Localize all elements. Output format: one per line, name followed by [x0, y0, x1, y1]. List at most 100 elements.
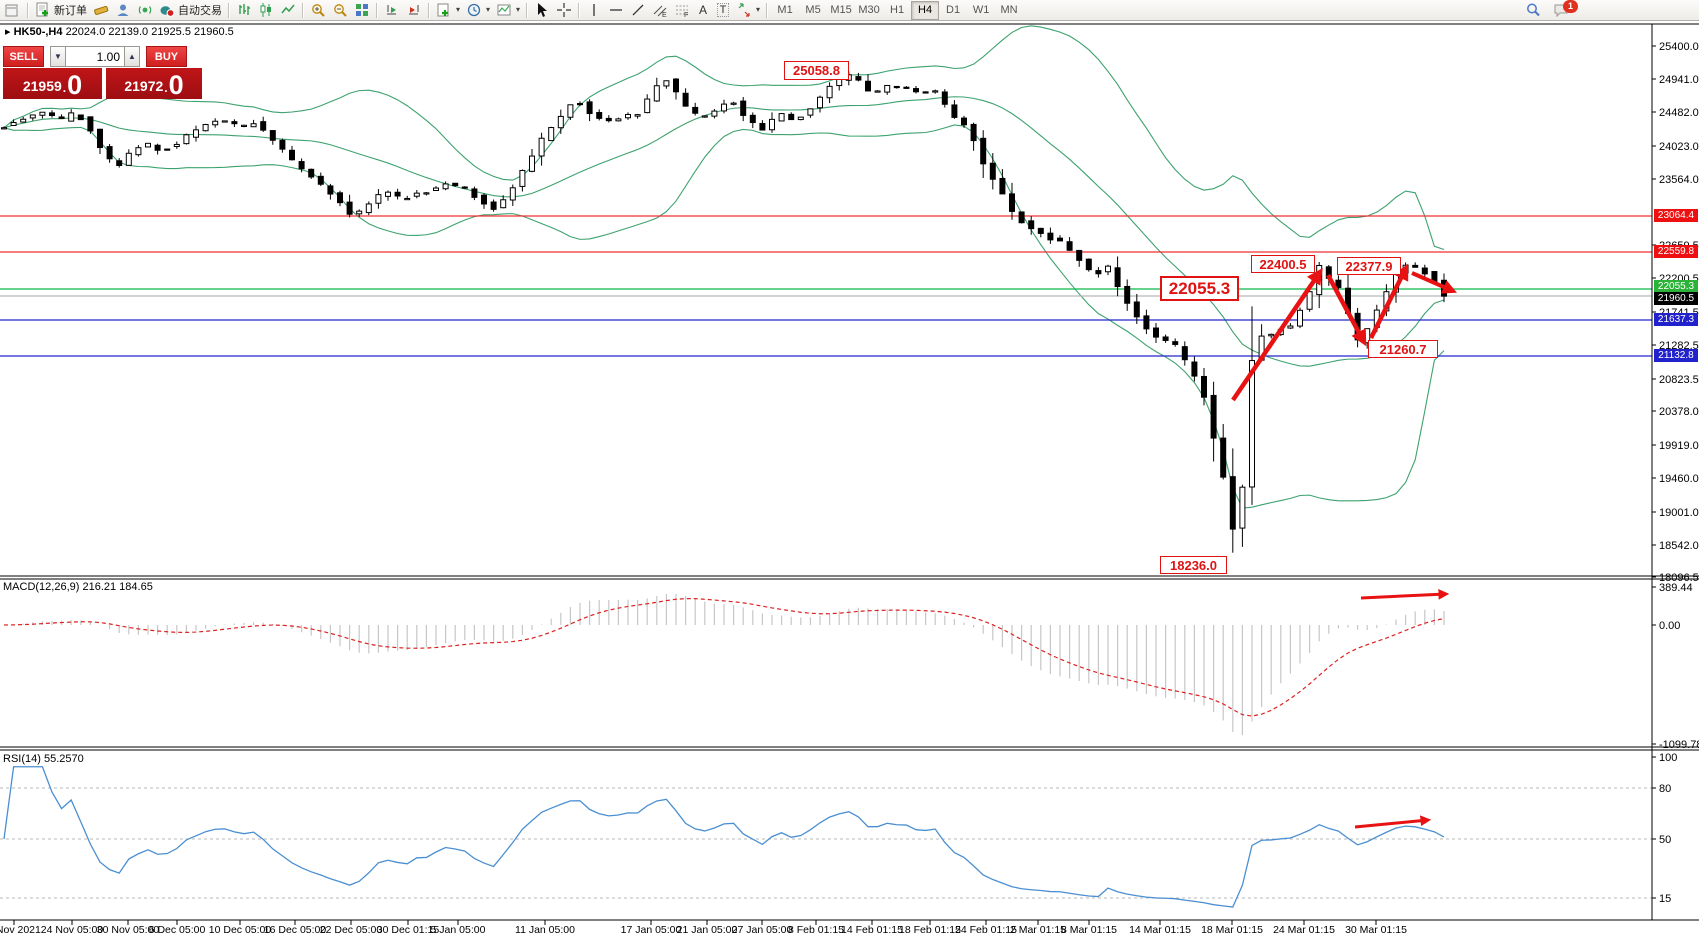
candles-layer: [1, 71, 1447, 553]
date-tick-label: 8 Feb 01:15: [788, 924, 844, 936]
volume-input[interactable]: 1.00: [66, 46, 124, 67]
price-annotation: 18236.0: [1160, 556, 1227, 574]
date-tick-label: 30 Nov 05:00: [97, 924, 160, 936]
tile-windows-icon: [356, 4, 368, 16]
chart-shift-button[interactable]: [403, 1, 425, 19]
toolbar-separator: [27, 2, 29, 18]
arrows-tool-button[interactable]: ▾: [733, 1, 763, 19]
date-tick-label: 14 Mar 01:15: [1129, 924, 1191, 936]
trendline-tool-button[interactable]: [627, 1, 649, 19]
macd-tick-label: 389.44: [1659, 582, 1693, 594]
price-tick-label: 24482.0: [1659, 107, 1699, 119]
crosshair-button[interactable]: [553, 1, 575, 19]
price-tick-label: 19919.0: [1659, 440, 1699, 452]
buy-price-dot: .: [164, 81, 168, 95]
buy-price-box[interactable]: 21972 . 0: [106, 68, 202, 99]
auto-trading-button[interactable]: 自动交易: [156, 1, 225, 19]
sell-price-box[interactable]: 21959 . 0: [3, 68, 102, 99]
text-tool-icon: A: [699, 3, 708, 17]
equidistant-channel-icon: E: [653, 5, 667, 18]
auto-trading-icon: [160, 6, 175, 17]
price-annotation: 22055.3: [1160, 276, 1239, 301]
buy-button[interactable]: BUY: [146, 46, 187, 67]
date-tick-label: 10 Dec 05:00: [209, 924, 272, 936]
cursor-button[interactable]: [531, 1, 553, 19]
date-tick-label: 24 Mar 01:15: [1273, 924, 1335, 936]
toolbar-separator: [228, 2, 230, 18]
zoom-in-icon: [312, 4, 325, 17]
new-order-button[interactable]: 新订单: [32, 1, 90, 19]
price-badge: 21960.5: [1654, 292, 1698, 305]
sell-button[interactable]: SELL: [3, 46, 44, 67]
date-tick-label: 22 Dec 05:00: [320, 924, 383, 936]
text-tool-button[interactable]: A: [693, 1, 713, 19]
search-button[interactable]: [1522, 1, 1544, 19]
price-badge: 22055.3: [1654, 280, 1698, 293]
line-chart-mode-button[interactable]: [277, 1, 299, 19]
fibonacci-icon: F: [676, 5, 688, 18]
bar-chart-mode-button[interactable]: [233, 1, 255, 19]
zoom-in-button[interactable]: [307, 1, 329, 19]
price-tick-label: 24023.0: [1659, 141, 1699, 153]
alerts-button[interactable]: [134, 1, 156, 19]
toolbar: 新订单 自动交易 ▾ ▾: [0, 0, 1699, 21]
horizontal-lines: [0, 215, 1652, 357]
rsi-panel-layer: [0, 766, 1652, 908]
crosshair-icon: [557, 3, 572, 17]
fibonacci-tool-button[interactable]: F: [671, 1, 693, 19]
clock-icon: [467, 3, 481, 17]
sell-price-frac: 0: [67, 70, 83, 100]
vertical-line-icon: [593, 4, 595, 16]
timeframe-button-h1[interactable]: H1: [890, 3, 905, 16]
date-tick-label: 27 Jan 05:00: [732, 924, 793, 936]
chat-button[interactable]: 1: [1550, 0, 1578, 19]
dropdown-caret-icon: ▾: [486, 5, 491, 14]
timeframe-button-mn[interactable]: MN: [1000, 3, 1018, 16]
timeframe-button-m15[interactable]: M15: [830, 3, 852, 16]
trend-arrow: [1360, 588, 1450, 600]
auto-trading-label: 自动交易: [178, 5, 222, 17]
toolbar-separator: [526, 2, 529, 18]
templates-button[interactable]: ▾: [493, 1, 523, 19]
one-click-trading-panel: SELL ▼ 1.00 ▲ BUY 21959 . 0 21972 . 0: [3, 46, 204, 99]
trend-arrows: [1231, 263, 1457, 829]
sell-price-main: 21959: [22, 78, 62, 94]
fibonacci-letter: F: [684, 12, 688, 18]
volume-down-button[interactable]: ▼: [50, 46, 66, 67]
window-button[interactable]: [2, 1, 24, 19]
label-tool-button[interactable]: T: [713, 1, 733, 19]
price-badge: 21637.3: [1654, 313, 1698, 326]
volume-up-button[interactable]: ▲: [124, 46, 140, 67]
date-tick-label: 30 Mar 01:15: [1345, 924, 1407, 936]
periods-button[interactable]: ▾: [463, 1, 493, 19]
zoom-out-button[interactable]: [329, 1, 351, 19]
date-tick-label: 14 Feb 01:15: [841, 924, 903, 936]
vertical-line-tool-button[interactable]: [583, 1, 605, 19]
price-tick-label: 23564.0: [1659, 174, 1699, 186]
horizontal-line-tool-button[interactable]: [605, 1, 627, 19]
trend-arrow: [1368, 263, 1409, 340]
crayon-button[interactable]: [90, 1, 112, 19]
timeframe-button-m1[interactable]: M1: [777, 3, 793, 16]
date-tick-label: 17 Jan 05:00: [621, 924, 682, 936]
toolbar-separator: [428, 2, 430, 18]
profiles-button[interactable]: [112, 1, 134, 19]
macd-tick-label: 0.00: [1659, 620, 1680, 632]
channel-tool-button[interactable]: E: [649, 1, 671, 19]
rsi-tick-label: 50: [1659, 834, 1671, 846]
timeframe-button-m30[interactable]: M30: [858, 3, 880, 16]
tile-windows-button[interactable]: [351, 1, 373, 19]
timeframe-button-d1[interactable]: D1: [946, 3, 961, 16]
chart-frame: [0, 23, 1699, 921]
candlestick-mode-button[interactable]: [255, 1, 277, 19]
timeframe-button-h4[interactable]: H4: [911, 0, 940, 20]
dropdown-caret-icon: ▾: [516, 5, 521, 14]
timeframe-button-w1[interactable]: W1: [972, 3, 990, 16]
timeframe-button-m5[interactable]: M5: [805, 3, 821, 16]
new-order-icon: [36, 2, 48, 17]
price-badge: 22559.8: [1654, 245, 1698, 258]
auto-scroll-button[interactable]: [381, 1, 403, 19]
search-icon: [1527, 3, 1540, 17]
indicators-button[interactable]: ▾: [433, 1, 463, 19]
